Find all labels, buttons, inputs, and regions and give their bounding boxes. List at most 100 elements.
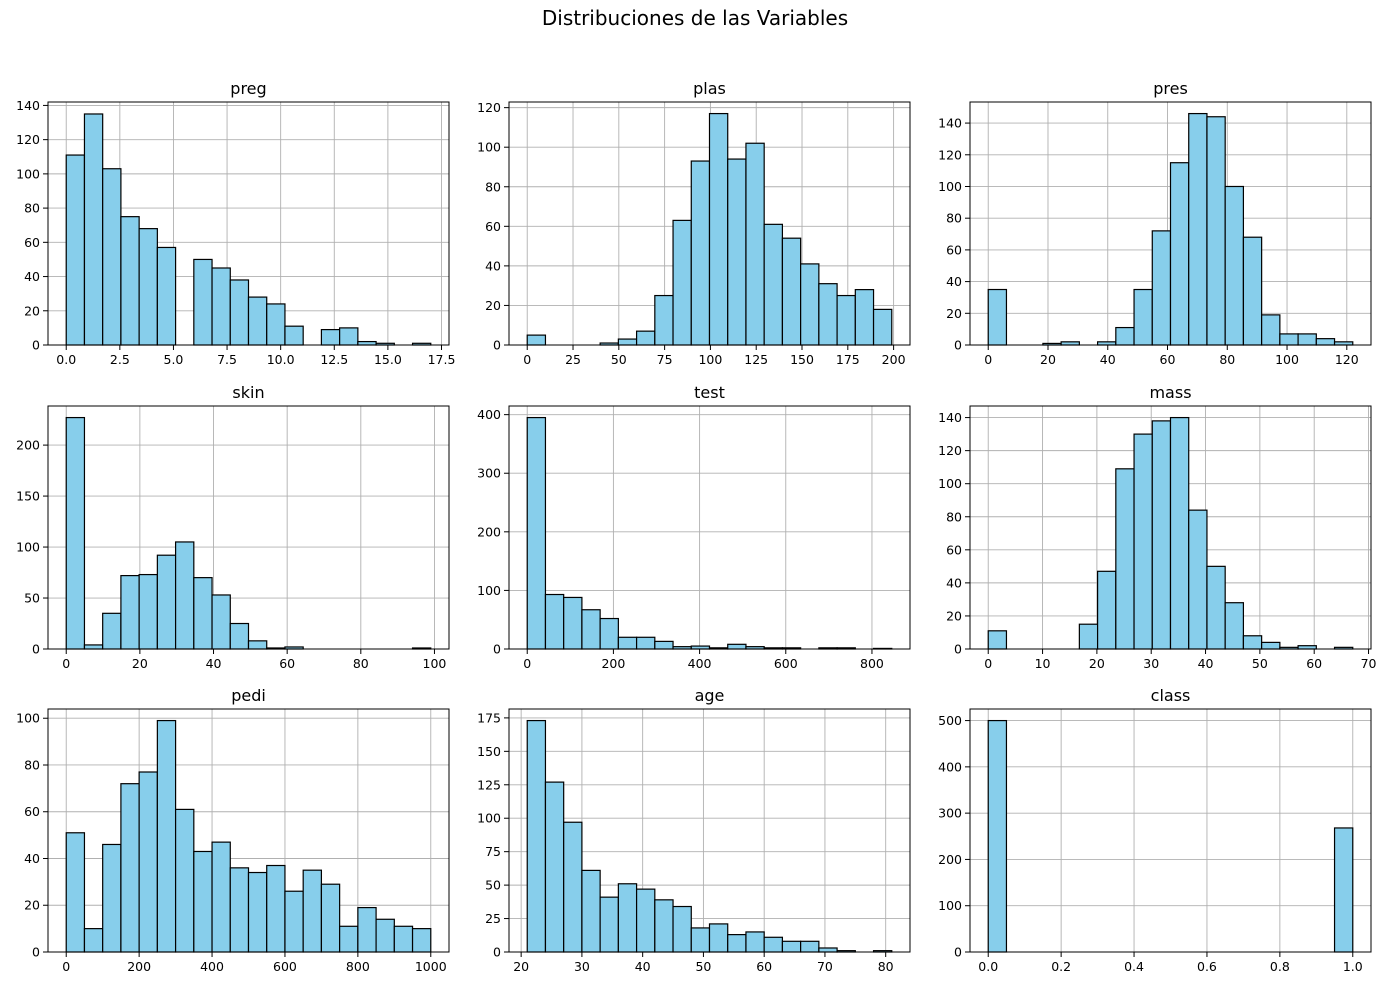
pedi-xtick-label: 0: [62, 959, 70, 974]
plas-bar-6: [635, 330, 656, 346]
mass-bar-8: [1133, 433, 1153, 650]
mass-bar-15: [1261, 641, 1281, 650]
pres-ytick-label: 140: [938, 116, 962, 131]
pedi-ytick-label: 60: [24, 804, 40, 819]
age-xtick-label: 70: [817, 959, 833, 974]
pres-bar-17: [1297, 333, 1317, 346]
age-bar-10: [708, 923, 729, 953]
test-ytick-label: 200: [477, 524, 501, 539]
age-bars: [526, 719, 893, 953]
test-xtick-label: 800: [860, 656, 884, 671]
plas-xtick-label: 50: [611, 352, 627, 367]
pedi-bar-14: [320, 883, 341, 953]
age-bar-5: [617, 883, 638, 953]
age-ytick-label: 150: [477, 744, 501, 759]
age-ytick-label: 75: [485, 844, 501, 859]
preg-xtick-label: 5.0: [164, 352, 184, 367]
preg-ytick-label: 140: [16, 98, 40, 113]
plas-ytick-label: 100: [477, 140, 501, 155]
preg-xtick-label: 7.5: [217, 352, 237, 367]
mass-bar-13: [1224, 602, 1245, 650]
pedi-ytick-label: 0: [32, 945, 40, 960]
panel-title-pedi: pedi: [231, 686, 266, 705]
skin-xtick-label: 60: [279, 656, 295, 671]
skin-bar-2: [102, 612, 122, 650]
plas-xtick-label: 200: [882, 352, 906, 367]
pedi-ytick-label: 40: [24, 851, 40, 866]
mass-bars: [987, 416, 1354, 650]
test-axes-frame: [508, 405, 911, 650]
age-ytick-label: 50: [485, 878, 501, 893]
skin-xtick-label: 100: [423, 656, 447, 671]
pres-ytick-label: 120: [938, 147, 962, 162]
skin-bar-3: [120, 574, 140, 650]
pedi-xtick-label: 800: [346, 959, 370, 974]
panel-title-age: age: [695, 686, 725, 705]
skin-ytick-label: 100: [16, 540, 40, 555]
pres-xtick-label: 0: [984, 352, 992, 367]
pedi-bar-0: [65, 832, 86, 953]
mass-xtick-label: 30: [1143, 656, 1159, 671]
plas-xtick-label: 150: [790, 352, 814, 367]
skin-bar-6: [174, 541, 195, 650]
age-xtick-label: 20: [513, 959, 529, 974]
pres-xtick-label: 100: [1275, 352, 1299, 367]
skin-xtick-label: 0: [62, 656, 70, 671]
test-xtick-label: 0: [523, 656, 531, 671]
mass-xtick-label: 20: [1089, 656, 1105, 671]
skin-bar-1: [83, 644, 104, 650]
plas-bar-12: [745, 142, 765, 346]
class-axes-frame: [969, 708, 1372, 953]
age-bar-13: [763, 936, 784, 953]
age-ytick-label: 125: [477, 777, 501, 792]
preg-bar-1: [83, 113, 104, 346]
pedi-bar-18: [393, 925, 414, 953]
panel-skin: 0 20 40 60 80 100 0 50 100 150 200 skin: [16, 383, 450, 671]
skin-ytick-label: 50: [24, 591, 40, 606]
pres-bar-18: [1315, 338, 1336, 346]
panel-pres: 0 20 40 60 80 100 120 0 20 40 60 80 100 120 140 pres: [938, 79, 1372, 367]
test-ytick-label: 0: [493, 642, 501, 657]
preg-xtick-label: 12.5: [320, 352, 348, 367]
plas-bar-0: [526, 334, 547, 346]
class-ytick-label: 200: [938, 852, 962, 867]
test-bar-4: [599, 617, 619, 650]
skin-ytick-label: 150: [16, 489, 40, 504]
plas-bar-16: [818, 283, 838, 346]
pres-bar-12: [1206, 116, 1226, 346]
mass-xtick-label: 70: [1361, 656, 1377, 671]
skin-bar-8: [211, 594, 231, 650]
preg-ytick-label: 120: [16, 132, 40, 147]
panel-test: 0 200 400 600 800 0 100 200 300 400 test: [477, 383, 911, 671]
preg-ytick-label: 20: [24, 303, 40, 318]
test-ytick-label: 100: [477, 583, 501, 598]
mass-axes-frame: [969, 405, 1372, 650]
pres-axes-frame: [969, 101, 1372, 346]
mass-ytick-label: 100: [938, 476, 962, 491]
panel-pedi: 0 200 400 600 800 1000 0 20 40 60 80 100 pedi: [16, 686, 450, 974]
pres-ytick-label: 0: [954, 338, 962, 353]
skin-ytick-label: 200: [16, 438, 40, 453]
pedi-bar-1: [83, 928, 104, 953]
panels-grid: 0.0 2.5 5.0 7.5 10.0 12.5 15.0 17.5020406080100…: [16, 79, 1376, 974]
panel-title-class: class: [1151, 686, 1191, 705]
pres-ytick-label: 40: [946, 274, 962, 289]
pedi-bar-15: [339, 925, 359, 953]
age-bar-9: [690, 927, 711, 953]
preg-xtick-label: 0.0: [56, 352, 76, 367]
age-bar-6: [635, 888, 656, 953]
pres-bars: [987, 112, 1354, 346]
class-xtick-label: 0.0: [978, 959, 998, 974]
mass-ytick-label: 80: [946, 509, 962, 524]
preg-ytick-label: 100: [16, 166, 40, 181]
plas-xtick-label: 175: [836, 352, 860, 367]
pres-xtick-label: 20: [1040, 352, 1056, 367]
pedi-ytick-label: 20: [24, 898, 40, 913]
panel-title-test: test: [694, 383, 725, 402]
mass-ytick-label: 60: [946, 542, 962, 557]
preg-xtick-label: 10.0: [267, 352, 295, 367]
mass-bar-0: [987, 630, 1008, 650]
pres-bar-9: [1151, 230, 1172, 346]
mass-ytick-label: 120: [938, 443, 962, 458]
skin-xtick-label: 20: [132, 656, 148, 671]
